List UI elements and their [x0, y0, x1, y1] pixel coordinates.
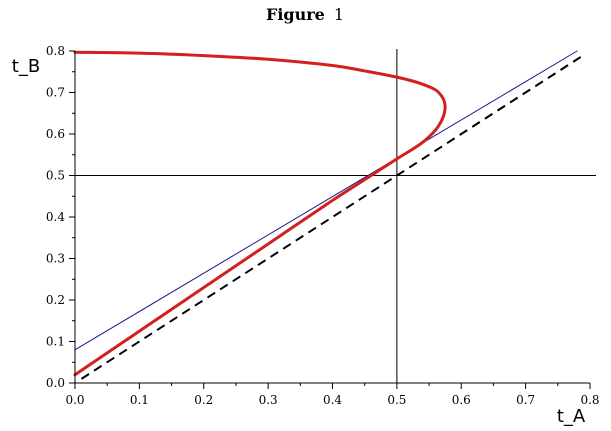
y-tick-label: 0.7 — [46, 86, 65, 100]
y-tick-label: 0.8 — [46, 44, 65, 58]
y-tick-label: 0.6 — [46, 127, 65, 141]
x-tick-label: 0.8 — [580, 393, 599, 407]
series-layer — [73, 50, 585, 380]
x-ticks: 0.0 0.1 0.2 0.3 0.4 0.5 0.6 0.7 0.8 — [65, 383, 600, 407]
chart-title-number: 1 — [334, 5, 344, 24]
x-tick-label: 0.4 — [323, 393, 342, 407]
y-tick-label: 0.1 — [46, 335, 65, 349]
series-line-3 — [73, 50, 447, 377]
x-tick-label: 0.7 — [516, 393, 535, 407]
x-axis-label: t_A — [557, 406, 586, 427]
y-axis-label: t_B — [12, 56, 40, 77]
reference-lines — [75, 49, 596, 383]
y-tick-label: 0.4 — [46, 210, 65, 224]
x-tick-label: 0.6 — [452, 393, 471, 407]
x-tick-label: 0.1 — [130, 393, 149, 407]
x-tick-label: 0.0 — [65, 393, 84, 407]
y-tick-label: 0.3 — [46, 252, 65, 266]
y-ticks: 0.0 0.1 0.2 0.3 0.4 0.5 0.6 0.7 0.8 — [46, 44, 75, 390]
y-tick-label: 0.5 — [46, 169, 65, 183]
chart-title: Figure 1 — [266, 5, 344, 24]
series-line-2 — [74, 50, 578, 351]
y-tick-label: 0.2 — [46, 293, 65, 307]
x-tick-label: 0.2 — [194, 393, 213, 407]
x-tick-label: 0.3 — [259, 393, 278, 407]
series-line-1 — [80, 54, 585, 380]
x-tick-label: 0.5 — [387, 393, 406, 407]
chart-title-bold: Figure — [266, 5, 325, 24]
y-tick-label: 0.0 — [46, 376, 65, 390]
